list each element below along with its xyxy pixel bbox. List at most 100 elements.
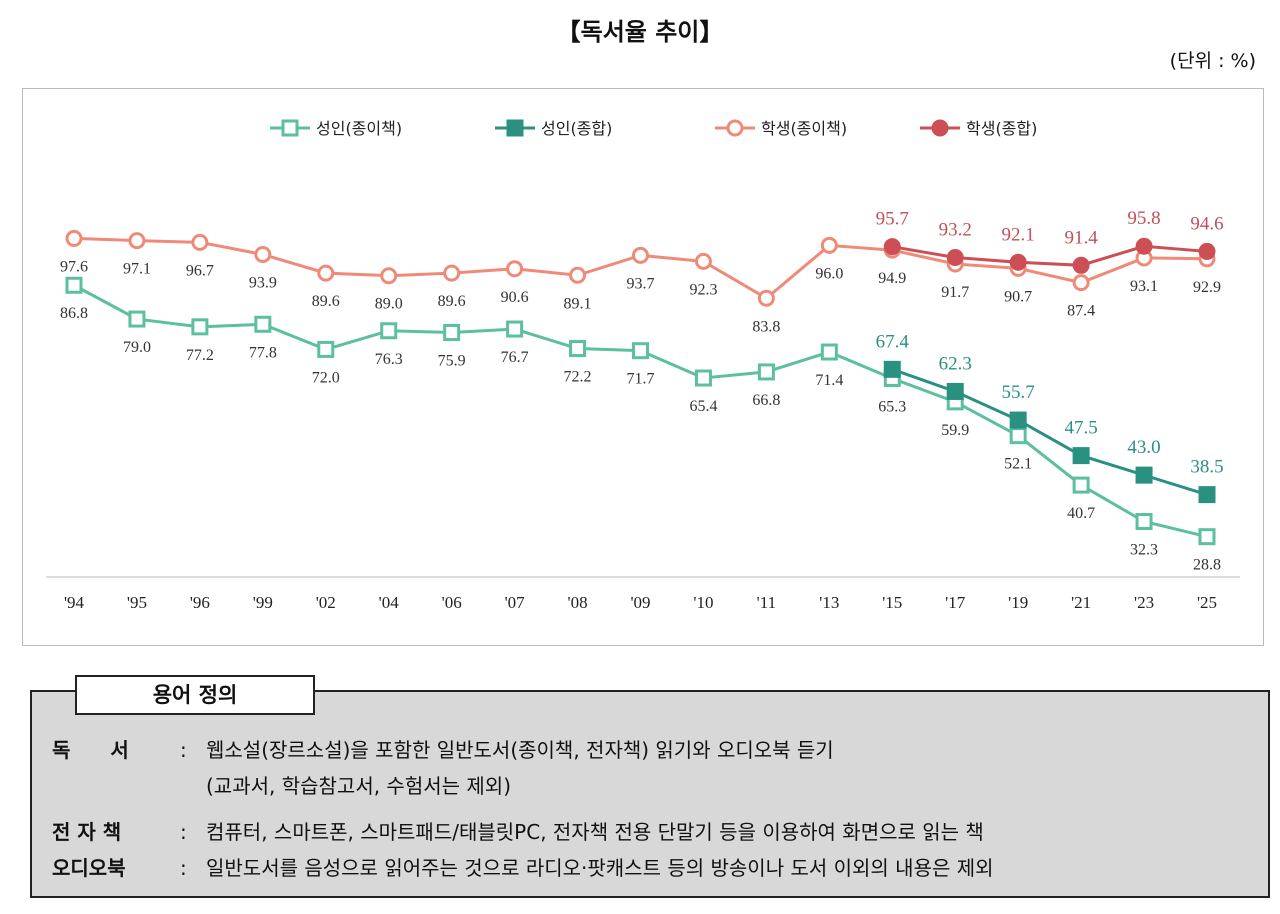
data-label: 89.6 [438, 293, 466, 310]
x-tick-label: '94 [64, 593, 85, 612]
data-label: 62.3 [939, 353, 972, 374]
x-tick-label: '99 [253, 593, 273, 612]
data-point [946, 249, 964, 267]
definition-note: (교과서, 학습참고서, 수험서는 제외) [206, 774, 511, 798]
colon: : [180, 738, 187, 762]
data-label: 32.3 [1130, 542, 1158, 559]
data-label: 38.5 [1190, 457, 1223, 478]
definition-term: 독 서 [52, 738, 129, 762]
line-chart: '94 '95 '96 '99 '02 '04 '06 '07 '08 '09 '10 '11 '13 '… [46, 119, 1240, 612]
data-point [191, 318, 209, 336]
data-label: 75.9 [438, 353, 466, 370]
x-tick-label: '95 [127, 593, 147, 612]
definition-desc: 웹소설(장르소설)을 포함한 일반도서(종이책, 전자책) 읽기와 오디오북 듣… [206, 738, 834, 762]
definition-desc: 컴퓨터, 스마트폰, 스마트패드/태블릿PC, 전자책 전용 단말기 등을 이용… [206, 820, 984, 844]
data-point [569, 340, 587, 358]
data-label: 59.9 [941, 422, 969, 439]
data-point [1198, 528, 1216, 546]
data-label: 66.8 [752, 392, 780, 409]
series-line [891, 367, 1208, 497]
legend-label: 성인(종이책) [316, 119, 402, 138]
data-label: 40.7 [1067, 505, 1095, 522]
x-tick-label: '96 [190, 593, 210, 612]
legend-marker [506, 119, 524, 137]
chart-title: 【독서율 추이】 [556, 18, 724, 46]
data-label: 83.8 [752, 318, 780, 335]
data-point [254, 245, 272, 263]
definition-desc: 일반도서를 음성으로 읽어주는 것으로 라디오·팟캐스트 등의 방송이나 도서 … [206, 856, 994, 880]
x-tick-label: '07 [505, 593, 526, 612]
data-point [757, 363, 775, 381]
data-label: 97.1 [123, 261, 151, 278]
x-tick-label: '17 [945, 593, 966, 612]
legend-marker [726, 119, 744, 137]
definition-audiobook: 오디오북: 일반도서를 음성으로 읽어주는 것으로 라디오·팟캐스트 등의 방송이… [52, 852, 994, 881]
data-point [380, 322, 398, 340]
data-point [883, 238, 901, 256]
x-tick-label: '25 [1197, 593, 1217, 612]
data-label: 89.0 [375, 296, 403, 313]
definition-term: 전 자 책 [52, 820, 122, 844]
definitions-tab: 용어 정의 [75, 675, 315, 715]
data-label: 65.3 [878, 398, 906, 415]
data-point [1198, 242, 1216, 260]
data-label: 91.4 [1064, 227, 1098, 248]
x-tick-label: '09 [630, 593, 650, 612]
x-tick-label: '02 [316, 593, 336, 612]
legend-label: 성인(종합) [541, 119, 612, 138]
series-line [892, 244, 1208, 267]
data-point [569, 266, 587, 284]
data-label: 92.9 [1193, 279, 1221, 296]
x-tick-label: '23 [1134, 593, 1154, 612]
data-point [1198, 486, 1216, 504]
data-label: 91.7 [941, 284, 969, 301]
definition-term: 오디오북 [52, 856, 126, 880]
data-point [632, 246, 649, 264]
data-label: 95.8 [1127, 208, 1160, 229]
data-point [65, 276, 83, 294]
data-point [757, 289, 775, 307]
x-tick-label: '10 [693, 593, 713, 612]
legend-label: 학생(종이책) [761, 119, 847, 138]
data-point [65, 229, 83, 247]
data-label: 97.6 [60, 258, 88, 275]
data-point [1135, 513, 1153, 531]
x-tick-label: '15 [882, 593, 902, 612]
data-label: 71.7 [627, 371, 655, 388]
data-point [191, 233, 209, 251]
data-label: 90.6 [501, 289, 529, 306]
data-label: 43.0 [1127, 437, 1160, 458]
data-label: 71.4 [815, 372, 843, 389]
data-point [443, 324, 461, 342]
definition-reading: 독 서: 웹소설(장르소설)을 포함한 일반도서(종이책, 전자책) 읽기와 오디… [52, 734, 834, 763]
x-tick-label: '19 [1008, 593, 1028, 612]
data-point [317, 264, 335, 282]
data-label: 92.1 [1002, 224, 1035, 245]
data-label: 79.0 [123, 339, 151, 356]
data-point [254, 315, 272, 333]
colon: : [180, 820, 187, 844]
definitions-box: 독 서: 웹소설(장르소설)을 포함한 일반도서(종이책, 전자책) 읽기와 오디… [30, 690, 1270, 898]
data-label: 90.7 [1004, 288, 1032, 305]
data-label: 65.4 [689, 398, 717, 415]
data-point [1135, 237, 1153, 255]
data-label: 92.3 [689, 281, 717, 298]
legend-label: 학생(종합) [966, 119, 1037, 138]
series-line [73, 283, 1208, 539]
unit-label: (단위 : %) [1169, 50, 1256, 72]
chart-frame [22, 88, 1264, 646]
data-label: 87.4 [1067, 303, 1095, 320]
data-label: 47.5 [1064, 418, 1097, 439]
data-label: 86.8 [60, 305, 88, 322]
data-label: 76.3 [375, 351, 403, 368]
colon: : [180, 856, 187, 880]
x-tick-label: '04 [379, 593, 400, 612]
data-label: 89.6 [312, 293, 340, 310]
data-point [506, 260, 524, 278]
data-point [1009, 411, 1027, 429]
data-point [694, 252, 712, 270]
data-label: 72.2 [564, 369, 592, 386]
data-point [128, 232, 146, 250]
data-point [820, 343, 838, 361]
data-label: 55.7 [1002, 382, 1035, 403]
